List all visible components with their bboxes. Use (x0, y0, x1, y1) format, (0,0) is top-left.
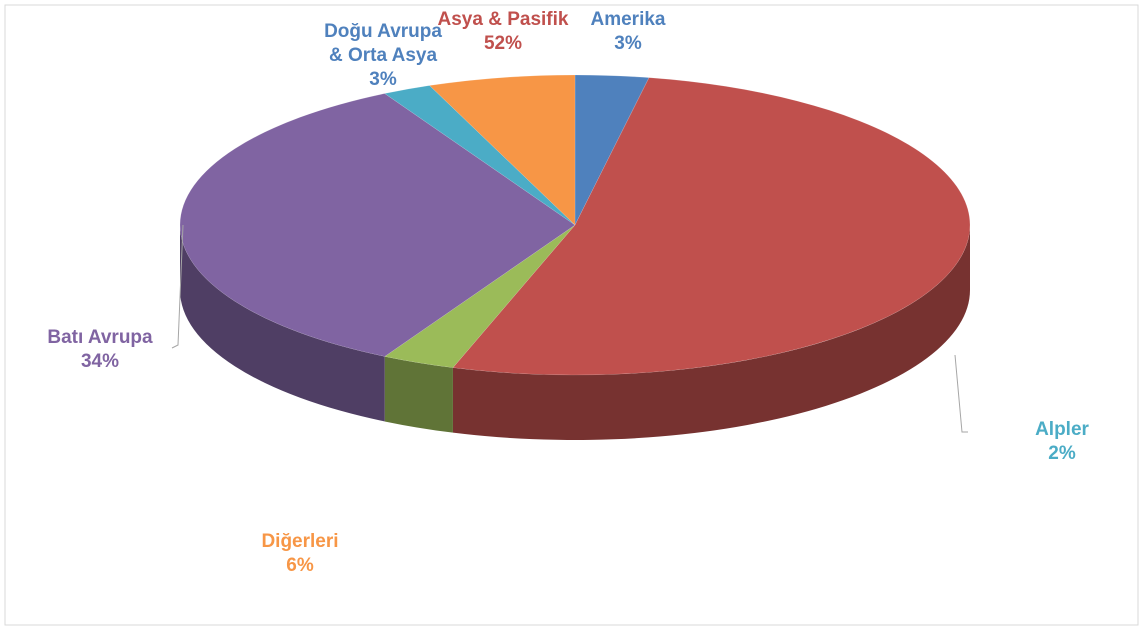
label-value: 3% (369, 69, 397, 90)
leader-line (171, 224, 184, 349)
label-value: 3% (614, 33, 642, 54)
label-value: 34% (80, 351, 120, 372)
leader-line (954, 354, 968, 433)
label-category: Amerika (590, 9, 666, 30)
pie-slice (452, 77, 971, 376)
pie-slice (179, 93, 576, 357)
pie-side (180, 225, 385, 422)
label-value: 52% (483, 33, 523, 54)
label-category: Doğu Avrupa & Orta Asya (324, 21, 442, 66)
data-label: Batı Avrupa 34% (20, 326, 180, 374)
label-category: Batı Avrupa (47, 327, 153, 348)
label-category: Alpler (1035, 419, 1089, 440)
data-label: Asya & Pasifik 52% (433, 8, 573, 56)
pie-slice (384, 85, 576, 226)
pie-side (452, 225, 970, 440)
label-category: Diğerleri (261, 531, 339, 552)
pie-slice (429, 74, 576, 226)
data-label: Alpler 2% (962, 418, 1144, 466)
data-label: Amerika 3% (558, 8, 698, 56)
label-value: 6% (286, 555, 314, 576)
data-label: Diğerleri 6% (205, 530, 395, 578)
pie-side (384, 356, 453, 433)
pie-slice (574, 74, 650, 226)
label-value: 2% (1048, 443, 1076, 464)
label-category: Asya & Pasifik (437, 9, 569, 30)
pie-slice (384, 224, 576, 368)
data-label: Doğu Avrupa & Orta Asya 3% (323, 20, 443, 92)
